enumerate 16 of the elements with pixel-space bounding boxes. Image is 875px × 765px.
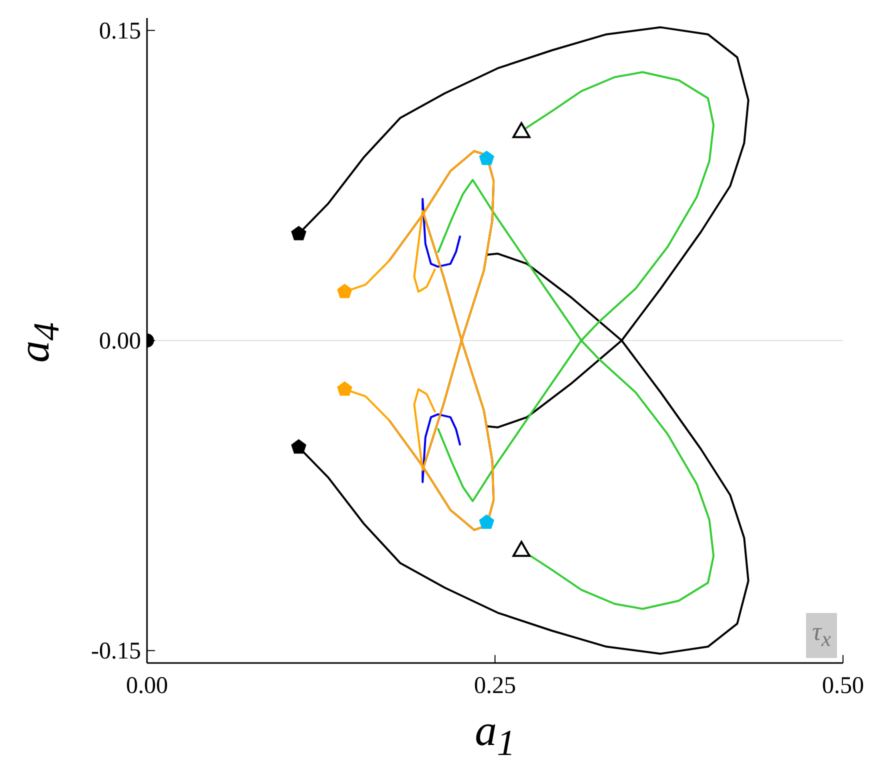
point xyxy=(479,514,494,529)
y-tick-label: 0.15 xyxy=(99,18,141,44)
x-axis-title: a$_{1}$ xyxy=(474,705,516,764)
x-tick-label: 0.50 xyxy=(822,673,864,699)
point xyxy=(291,439,306,454)
point xyxy=(291,226,306,240)
point xyxy=(479,150,494,166)
point xyxy=(337,381,352,396)
annotation: τ$_{x}$ xyxy=(806,613,837,658)
point xyxy=(512,122,530,138)
x-tick-label: 0.00 xyxy=(126,673,168,699)
x-tick-label: 0.25 xyxy=(474,673,516,699)
y-tick-label: -0.15 xyxy=(91,638,141,665)
y-tick-label: 0.00 xyxy=(99,328,141,354)
point xyxy=(512,540,530,557)
point xyxy=(337,284,352,298)
